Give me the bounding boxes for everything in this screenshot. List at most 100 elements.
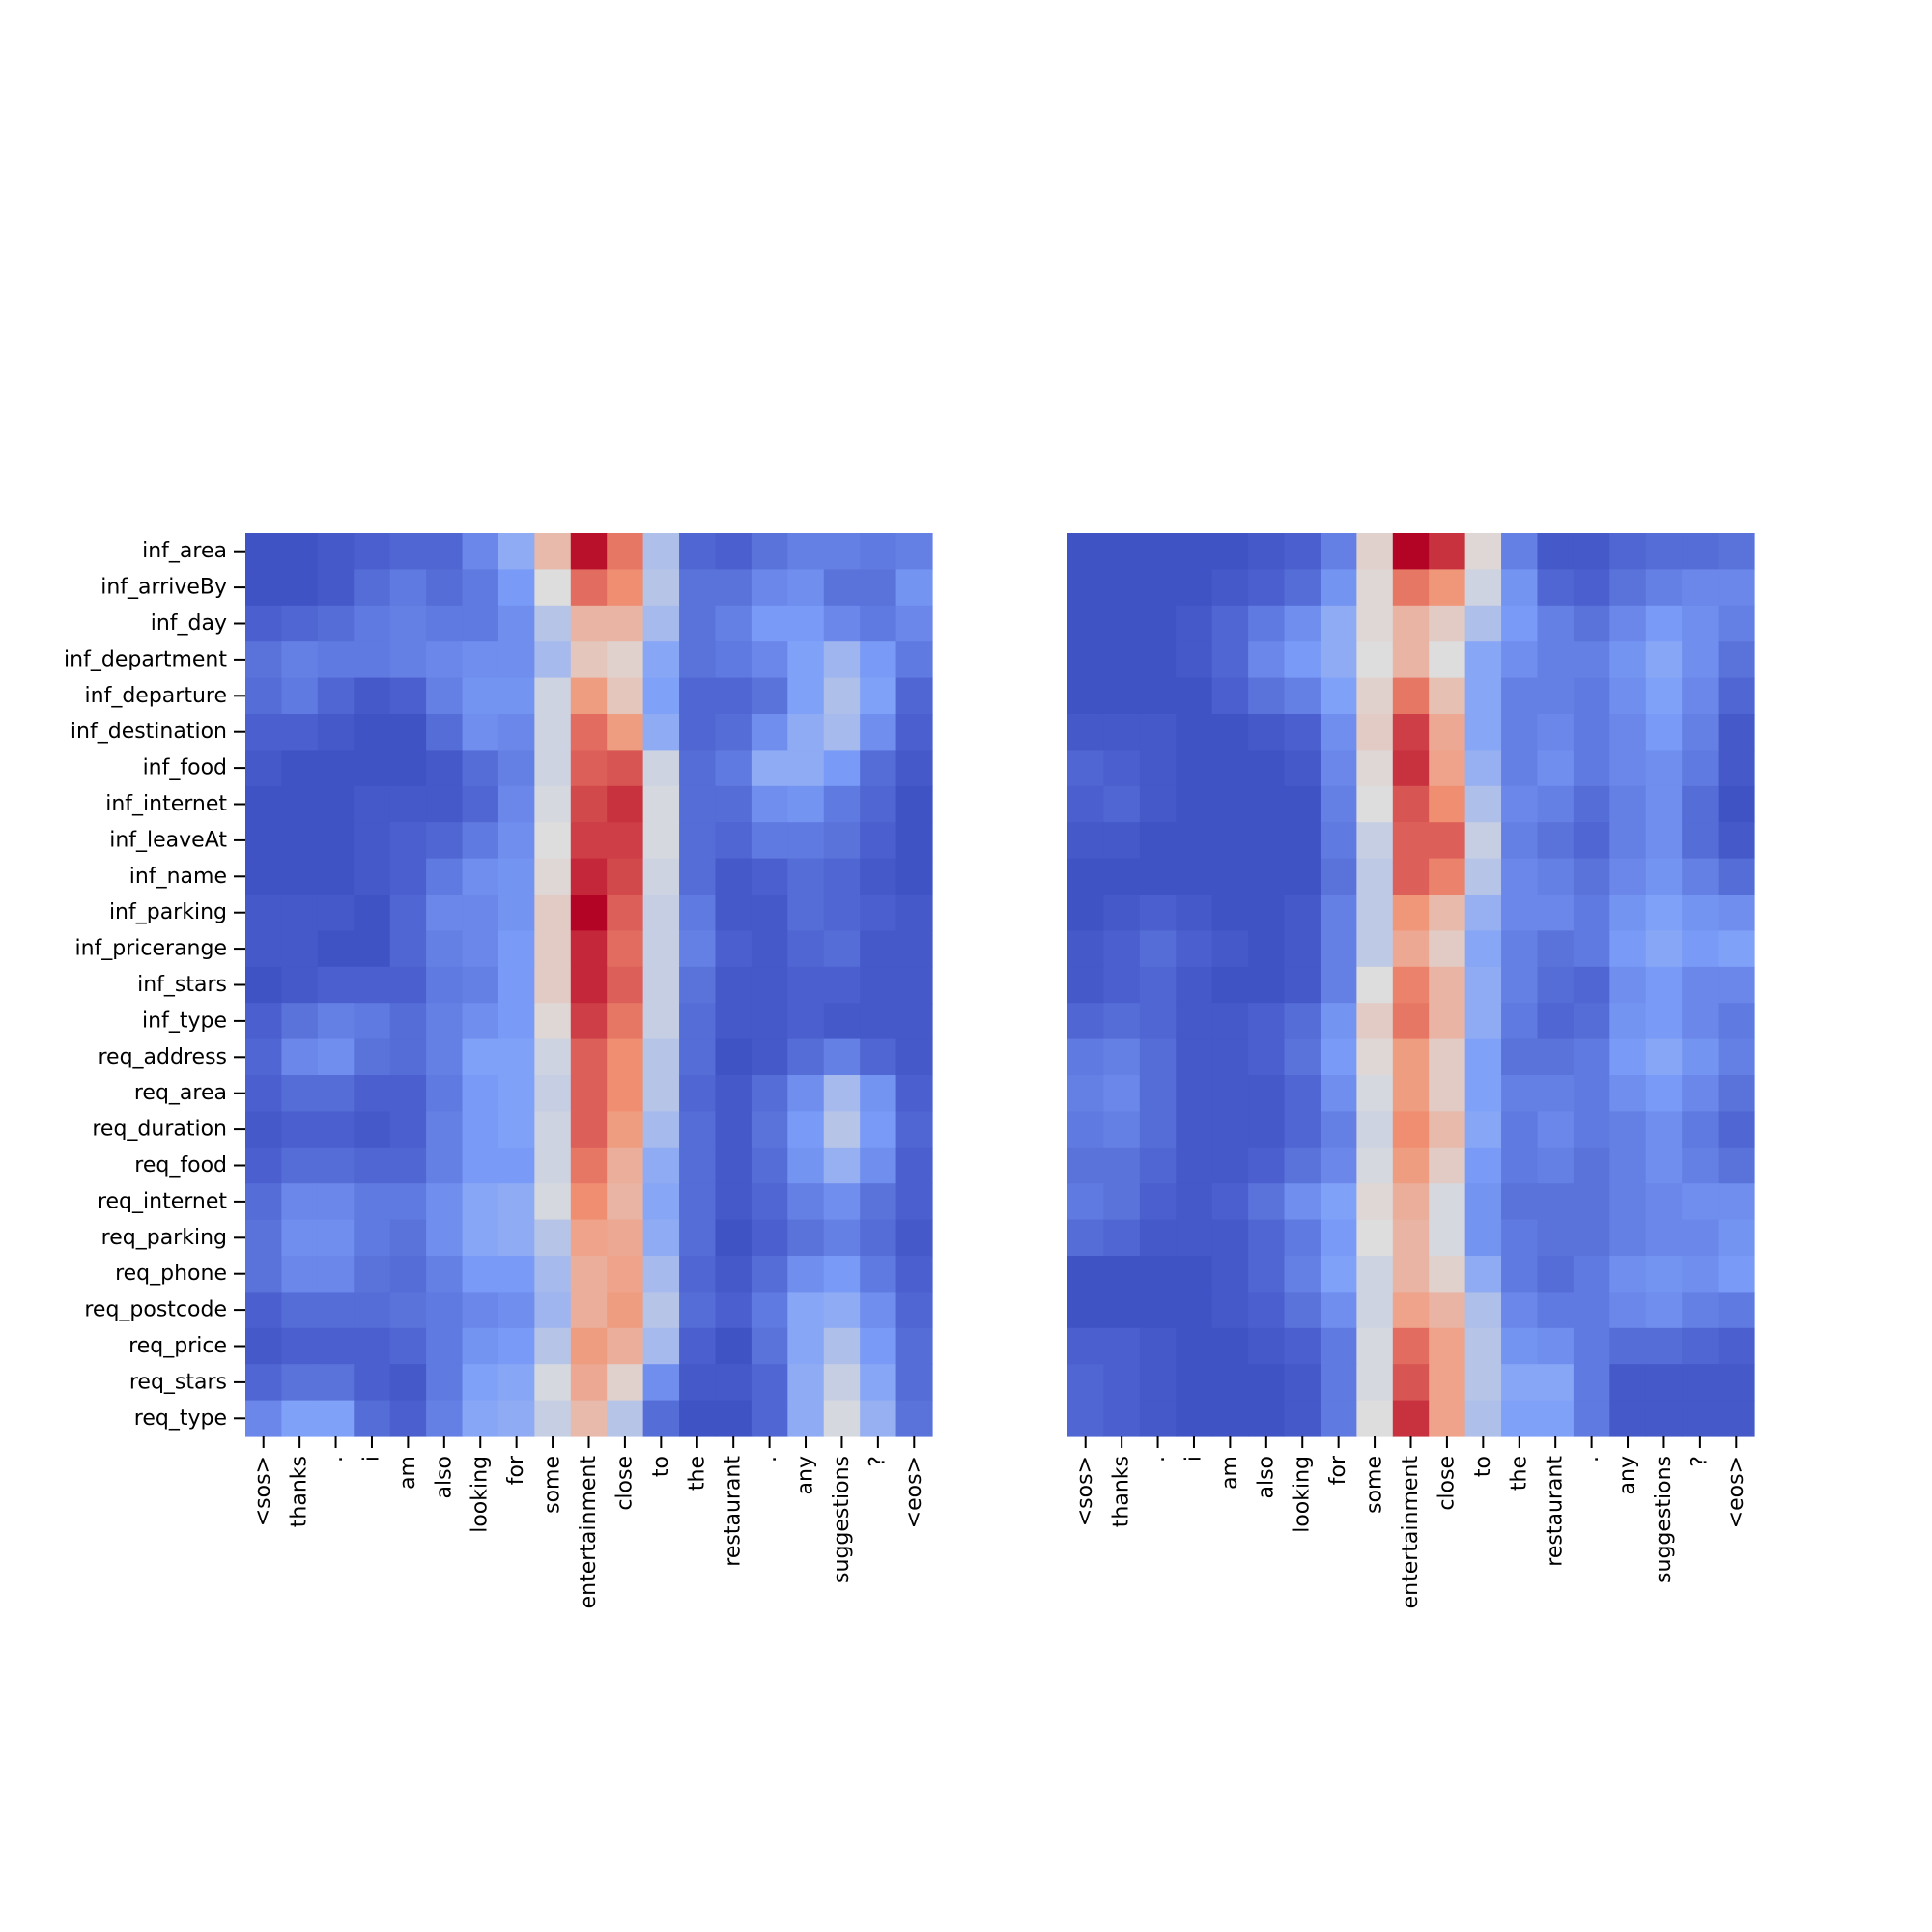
heatmap-cell — [317, 966, 355, 1004]
heatmap-cell — [1682, 677, 1719, 715]
heatmap-cell — [462, 1075, 499, 1112]
heatmap-cell — [787, 785, 825, 823]
heatmap-cell — [860, 1038, 897, 1076]
heatmap-cell — [1103, 1147, 1141, 1184]
heatmap-cell — [1176, 677, 1213, 715]
heatmap-cell — [1356, 822, 1394, 860]
heatmap-cell — [823, 1219, 861, 1257]
heatmap-cell — [1211, 641, 1249, 679]
heatmap-cell — [1609, 1003, 1647, 1040]
heatmap-cell — [823, 1327, 861, 1365]
heatmap-cell — [1464, 1327, 1502, 1365]
heatmap-cell — [679, 930, 717, 968]
heatmap-cell — [534, 533, 572, 570]
heatmap-cell — [1176, 966, 1213, 1004]
heatmap-cell — [751, 822, 788, 860]
heatmap-cell — [1320, 750, 1357, 787]
heatmap-cell — [1356, 1400, 1394, 1437]
heatmap-cell — [1320, 822, 1357, 860]
heatmap-cell — [715, 1038, 753, 1076]
heatmap-cell — [389, 533, 427, 570]
heatmap-cell — [1284, 1327, 1321, 1365]
heatmap-cell — [1103, 1400, 1141, 1437]
heatmap-cell — [895, 1219, 933, 1257]
heatmap-cell — [823, 822, 861, 860]
heatmap-cell — [354, 569, 391, 607]
heatmap-cell — [607, 1075, 644, 1112]
heatmap-cell — [787, 1292, 825, 1329]
heatmap-cell — [1211, 930, 1249, 968]
heatmap-cell — [642, 750, 680, 787]
heatmap-cell — [317, 1400, 355, 1437]
heatmap-cell — [1320, 1003, 1357, 1040]
heatmap-cell — [1139, 822, 1177, 860]
heatmap-cell — [1356, 569, 1394, 607]
heatmap-cell — [1501, 533, 1539, 570]
heatmap-cell — [497, 533, 535, 570]
heatmap-cell — [281, 785, 319, 823]
heatmap-cell — [607, 641, 644, 679]
heatmap-cell — [1284, 1292, 1321, 1329]
heatmap-cell — [1573, 1147, 1610, 1184]
heatmap-cell — [1139, 714, 1177, 751]
heatmap-cell — [389, 1075, 427, 1112]
y-tick-label: req_address — [99, 1045, 228, 1069]
heatmap-cell — [389, 605, 427, 642]
heatmap-cell — [642, 966, 680, 1004]
heatmap-cell — [534, 1111, 572, 1149]
heatmap-cell — [1464, 569, 1502, 607]
heatmap-cell — [1645, 1400, 1683, 1437]
heatmap-cell — [823, 785, 861, 823]
heatmap-cell — [1501, 1147, 1539, 1184]
heatmap-cell — [1067, 605, 1105, 642]
heatmap-cell — [715, 1111, 753, 1149]
x-tick-label: <eos> — [1724, 1456, 1748, 1528]
heatmap-cell — [1284, 677, 1321, 715]
heatmap-cell — [1464, 966, 1502, 1004]
heatmap-cell — [570, 1147, 608, 1184]
heatmap-cells — [245, 533, 933, 1437]
heatmap-cell — [1501, 1327, 1539, 1365]
heatmap-cell — [1284, 966, 1321, 1004]
heatmap-cell — [426, 605, 464, 642]
heatmap-cell — [317, 1219, 355, 1257]
heatmap-cell — [860, 1400, 897, 1437]
heatmap-cell — [389, 677, 427, 715]
heatmap-cell — [1211, 785, 1249, 823]
heatmap-cell — [389, 569, 427, 607]
heatmap-cell — [534, 677, 572, 715]
heatmap-cell — [1320, 895, 1357, 931]
heatmap-cell — [1392, 785, 1430, 823]
heatmap-cell — [1645, 1111, 1683, 1149]
heatmap-cell — [715, 714, 753, 751]
heatmap-cell — [751, 641, 788, 679]
heatmap-cell — [1392, 1219, 1430, 1257]
heatmap-cell — [317, 1364, 355, 1402]
heatmap-cell — [497, 1038, 535, 1076]
heatmap-cell — [1573, 930, 1610, 968]
heatmap-cell — [895, 822, 933, 860]
heatmap-cell — [751, 714, 788, 751]
heatmap-cell — [1537, 822, 1575, 860]
heatmap-cell — [1392, 1111, 1430, 1149]
heatmap-cell — [497, 822, 535, 860]
heatmap-cell — [1645, 1038, 1683, 1076]
heatmap-cells — [1067, 533, 1755, 1437]
heatmap-cell — [1248, 533, 1286, 570]
heatmap-cell — [1645, 785, 1683, 823]
heatmap-cell — [354, 677, 391, 715]
x-tick-label: any — [794, 1456, 818, 1494]
heatmap-cell — [281, 605, 319, 642]
heatmap-cell — [1718, 677, 1755, 715]
x-tick-label: <sos> — [1073, 1456, 1097, 1526]
heatmap-cell — [1573, 1400, 1610, 1437]
heatmap-cell — [354, 1038, 391, 1076]
heatmap-cell — [317, 750, 355, 787]
heatmap-cell — [426, 569, 464, 607]
heatmap-cell — [1392, 605, 1430, 642]
heatmap-cell — [462, 1292, 499, 1329]
heatmap-cell — [787, 858, 825, 895]
heatmap-cell — [570, 605, 608, 642]
heatmap-cell — [389, 785, 427, 823]
y-tick-label: inf_day — [151, 611, 227, 636]
